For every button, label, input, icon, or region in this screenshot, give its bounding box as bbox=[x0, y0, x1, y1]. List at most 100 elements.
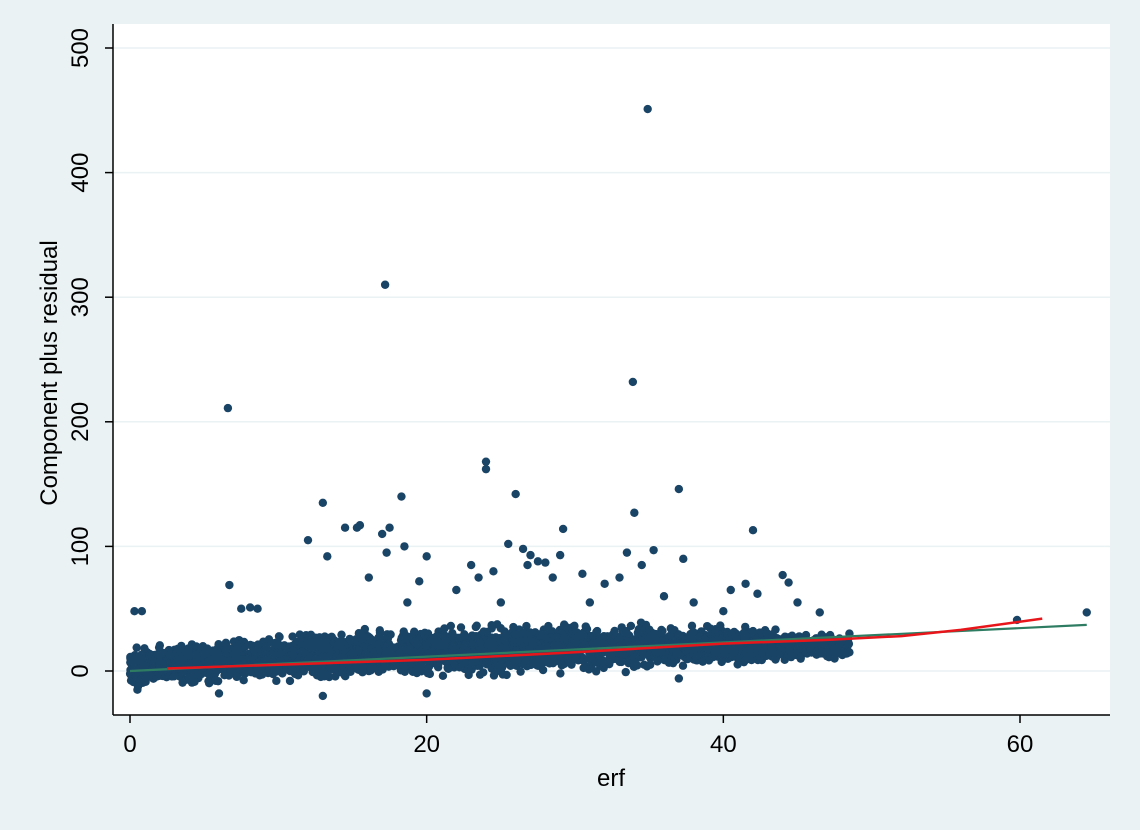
data-point bbox=[549, 657, 558, 666]
data-point bbox=[253, 640, 263, 649]
data-point bbox=[599, 663, 608, 673]
data-point bbox=[205, 669, 214, 678]
x-tick-label: 60 bbox=[1007, 731, 1034, 758]
data-point bbox=[382, 548, 391, 557]
data-point bbox=[225, 580, 234, 590]
data-point bbox=[403, 598, 412, 607]
data-point bbox=[835, 639, 844, 648]
data-point bbox=[599, 656, 608, 665]
data-point bbox=[374, 640, 384, 650]
data-point bbox=[474, 573, 483, 582]
data-point bbox=[475, 670, 485, 679]
data-point bbox=[687, 633, 697, 642]
data-point bbox=[679, 554, 688, 564]
data-point bbox=[579, 631, 588, 641]
data-point bbox=[702, 621, 712, 631]
y-axis-title: Component plus residual bbox=[36, 240, 63, 506]
data-point bbox=[223, 403, 233, 413]
data-point bbox=[752, 653, 761, 663]
data-point bbox=[350, 637, 359, 646]
data-point bbox=[385, 523, 394, 532]
data-point bbox=[466, 560, 476, 570]
data-point bbox=[748, 626, 758, 636]
data-point bbox=[528, 640, 538, 649]
data-point bbox=[337, 639, 346, 648]
data-point bbox=[288, 650, 297, 659]
data-point bbox=[491, 661, 500, 670]
data-point bbox=[485, 637, 494, 647]
data-point bbox=[653, 634, 662, 643]
data-point bbox=[325, 633, 335, 642]
data-point bbox=[516, 667, 525, 676]
data-point bbox=[307, 644, 317, 653]
data-point bbox=[141, 669, 150, 679]
data-point bbox=[433, 660, 442, 669]
data-point bbox=[416, 661, 425, 671]
data-point bbox=[422, 689, 431, 698]
data-point bbox=[762, 628, 772, 638]
data-point bbox=[348, 648, 358, 657]
data-point bbox=[400, 542, 409, 551]
data-point bbox=[509, 622, 518, 632]
data-point bbox=[533, 557, 543, 566]
data-point bbox=[600, 579, 609, 588]
data-point bbox=[408, 634, 418, 643]
data-point bbox=[191, 650, 201, 660]
data-point bbox=[422, 552, 431, 561]
data-point bbox=[380, 650, 389, 660]
data-point bbox=[297, 647, 307, 657]
y-tick-label: 0 bbox=[67, 664, 94, 677]
data-point bbox=[133, 685, 142, 694]
data-point bbox=[152, 672, 161, 681]
data-point bbox=[346, 667, 355, 676]
data-point bbox=[830, 644, 839, 654]
data-point bbox=[801, 639, 810, 649]
data-point bbox=[689, 598, 698, 607]
data-point bbox=[252, 648, 261, 657]
data-point bbox=[546, 633, 555, 642]
data-point bbox=[323, 552, 332, 561]
data-point bbox=[658, 626, 667, 636]
data-point bbox=[233, 652, 243, 662]
y-tick-label: 400 bbox=[67, 153, 94, 193]
data-point bbox=[380, 280, 390, 289]
data-point bbox=[537, 654, 546, 663]
data-point bbox=[674, 630, 683, 640]
data-point bbox=[214, 641, 224, 650]
data-point bbox=[637, 560, 646, 570]
data-point bbox=[489, 567, 498, 576]
scatter-points bbox=[130, 104, 1091, 701]
data-point bbox=[501, 643, 511, 653]
data-point bbox=[741, 579, 750, 588]
data-point bbox=[420, 630, 429, 639]
data-point bbox=[258, 670, 267, 679]
data-point bbox=[622, 627, 631, 636]
data-point bbox=[402, 645, 412, 654]
data-point bbox=[397, 492, 406, 501]
data-point bbox=[481, 464, 491, 474]
data-point bbox=[246, 640, 255, 650]
data-point bbox=[456, 623, 466, 632]
data-point bbox=[581, 622, 590, 631]
x-tick-label: 20 bbox=[413, 731, 440, 758]
data-point bbox=[659, 592, 669, 601]
data-point bbox=[765, 648, 774, 658]
data-point bbox=[628, 377, 638, 387]
data-point bbox=[325, 672, 334, 682]
data-point bbox=[815, 608, 824, 617]
data-point bbox=[428, 647, 437, 657]
data-point bbox=[315, 633, 324, 642]
data-point bbox=[464, 670, 473, 680]
data-point bbox=[643, 104, 652, 114]
data-point bbox=[300, 634, 310, 644]
data-point bbox=[556, 669, 565, 678]
data-point bbox=[522, 661, 532, 671]
data-point bbox=[399, 627, 408, 636]
data-point bbox=[204, 679, 214, 688]
y-tick-label: 500 bbox=[67, 28, 94, 68]
data-point bbox=[318, 498, 328, 507]
data-point bbox=[599, 639, 609, 648]
data-point bbox=[515, 628, 524, 638]
data-point bbox=[389, 643, 398, 652]
data-point bbox=[748, 526, 758, 535]
